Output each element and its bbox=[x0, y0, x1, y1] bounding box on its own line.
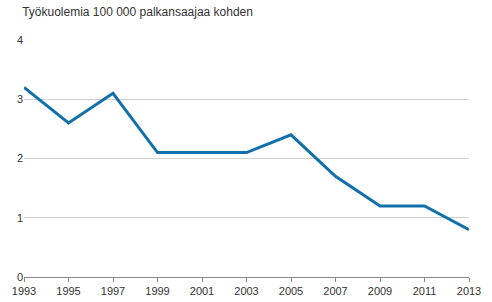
svg-text:2013: 2013 bbox=[457, 285, 481, 297]
svg-text:0: 0 bbox=[17, 271, 23, 283]
svg-text:1997: 1997 bbox=[101, 285, 125, 297]
svg-text:1995: 1995 bbox=[56, 285, 80, 297]
svg-text:1: 1 bbox=[17, 212, 23, 224]
svg-text:1999: 1999 bbox=[145, 285, 169, 297]
svg-text:4: 4 bbox=[17, 34, 23, 46]
svg-text:2009: 2009 bbox=[368, 285, 392, 297]
svg-text:2001: 2001 bbox=[190, 285, 214, 297]
svg-text:2011: 2011 bbox=[413, 285, 437, 297]
svg-text:2007: 2007 bbox=[323, 285, 347, 297]
svg-text:2003: 2003 bbox=[234, 285, 258, 297]
svg-text:2: 2 bbox=[17, 152, 23, 164]
svg-text:1993: 1993 bbox=[12, 285, 36, 297]
svg-text:Työkuolemia 100 000 palkansaaj: Työkuolemia 100 000 palkansaajaa kohden bbox=[22, 5, 253, 19]
svg-text:3: 3 bbox=[17, 93, 23, 105]
svg-text:2005: 2005 bbox=[279, 285, 303, 297]
